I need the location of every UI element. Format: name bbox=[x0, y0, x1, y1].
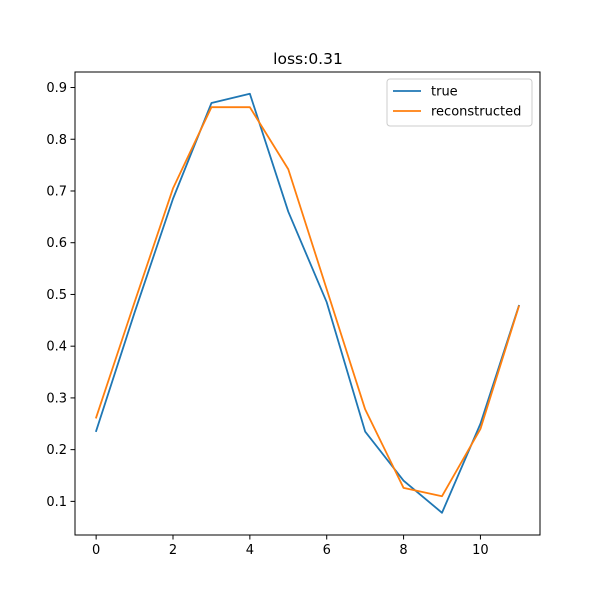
x-tick-label: 10 bbox=[472, 543, 489, 558]
x-tick-label: 2 bbox=[169, 543, 177, 558]
plot-frame bbox=[74, 71, 541, 536]
legend: true reconstructed bbox=[386, 78, 533, 127]
y-tick-label: 0.3 bbox=[46, 391, 67, 406]
y-tick-label: 0.7 bbox=[46, 184, 67, 199]
y-tick-label: 0.1 bbox=[46, 495, 67, 510]
x-axis: 0 2 4 6 8 10 bbox=[92, 535, 489, 558]
chart-title: loss:0.31 bbox=[273, 50, 343, 68]
legend-label-true: true bbox=[431, 85, 458, 100]
y-tick-label: 0.2 bbox=[46, 443, 67, 458]
x-tick-label: 6 bbox=[323, 543, 331, 558]
y-tick-label: 0.4 bbox=[46, 340, 67, 355]
y-axis: 0.1 0.2 0.3 0.4 0.5 0.6 0.7 0.8 0.9 bbox=[46, 81, 75, 510]
x-tick-label: 0 bbox=[92, 543, 100, 558]
series-line-true bbox=[95, 92, 520, 514]
series-line-reconstructed bbox=[95, 106, 520, 498]
y-tick-label: 0.9 bbox=[46, 81, 67, 96]
y-tick-label: 0.6 bbox=[46, 236, 67, 251]
x-tick-label: 4 bbox=[246, 543, 254, 558]
series-layer bbox=[95, 92, 520, 514]
y-tick-label: 0.8 bbox=[46, 133, 67, 148]
legend-label-reconstructed: reconstructed bbox=[431, 105, 521, 120]
x-tick-label: 8 bbox=[399, 543, 407, 558]
legend-box bbox=[386, 78, 533, 127]
y-tick-label: 0.5 bbox=[46, 288, 67, 303]
